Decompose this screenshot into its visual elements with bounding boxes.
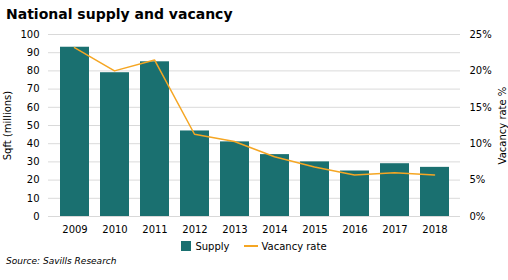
svg-text:15%: 15% — [470, 102, 492, 113]
svg-text:2010: 2010 — [102, 224, 127, 235]
svg-text:2018: 2018 — [422, 224, 447, 235]
svg-text:2009: 2009 — [62, 224, 87, 235]
svg-text:Vacancy rate %: Vacancy rate % — [497, 87, 508, 165]
svg-text:2013: 2013 — [222, 224, 247, 235]
svg-text:2017: 2017 — [382, 224, 407, 235]
svg-text:Sqft (millions): Sqft (millions) — [2, 91, 13, 161]
html-text:Source: Savills Research: Source: Savills Research — [6, 256, 117, 266]
svg-text:0%: 0% — [470, 211, 486, 222]
svg-text:10: 10 — [27, 193, 40, 204]
svg-text:90: 90 — [27, 47, 40, 58]
svg-text:10%: 10% — [470, 138, 492, 149]
svg-text:25%: 25% — [470, 29, 492, 40]
html-text:Vacancy rate: Vacancy rate — [261, 240, 327, 252]
svg-text:60: 60 — [27, 102, 40, 113]
svg-text:0: 0 — [33, 211, 39, 222]
svg-text:5%: 5% — [470, 174, 486, 185]
svg-text:2015: 2015 — [302, 224, 327, 235]
svg-text:30: 30 — [27, 156, 40, 167]
svg-text:2016: 2016 — [342, 224, 367, 235]
svg-text:2014: 2014 — [262, 224, 287, 235]
svg-text:20: 20 — [27, 174, 40, 185]
svg-text:2011: 2011 — [142, 224, 167, 235]
html-text:National supply and vacancy: National supply and vacancy — [6, 6, 233, 22]
html-text:Supply: Supply — [195, 240, 230, 252]
svg-text:2012: 2012 — [182, 224, 207, 235]
svg-text:20%: 20% — [470, 65, 492, 76]
svg-text:40: 40 — [27, 138, 40, 149]
svg-text:80: 80 — [27, 65, 40, 76]
svg-text:50: 50 — [27, 120, 40, 131]
svg-text:70: 70 — [27, 83, 40, 94]
svg-text:100: 100 — [20, 29, 39, 40]
